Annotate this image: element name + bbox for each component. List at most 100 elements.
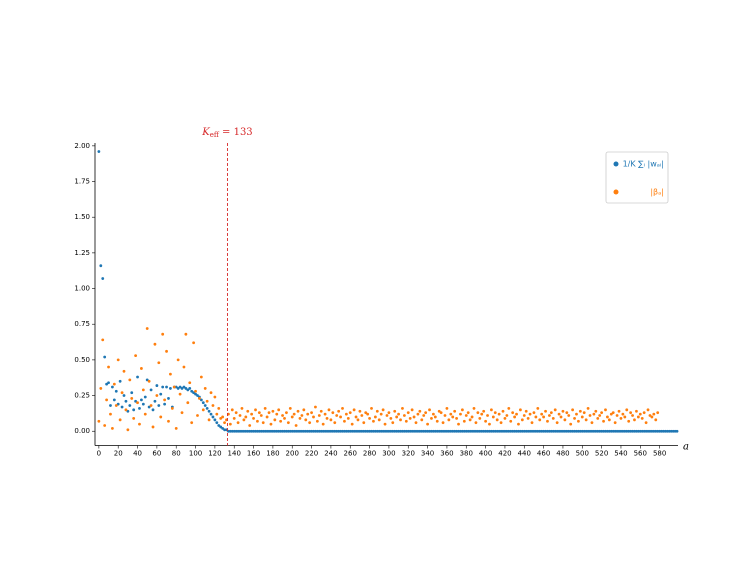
point — [410, 408, 414, 412]
point — [447, 418, 451, 422]
point — [281, 414, 284, 417]
point — [180, 411, 184, 415]
point — [194, 389, 197, 393]
point — [362, 421, 366, 425]
point — [161, 332, 165, 336]
point — [577, 429, 580, 433]
point — [578, 409, 582, 413]
point — [269, 429, 273, 433]
point — [472, 429, 476, 433]
point — [559, 429, 563, 433]
point — [114, 389, 118, 393]
point — [159, 392, 163, 396]
point — [319, 429, 323, 433]
point — [213, 418, 217, 422]
point — [151, 408, 155, 412]
point — [325, 429, 329, 433]
point — [534, 415, 538, 419]
point — [638, 412, 642, 416]
point — [143, 412, 147, 416]
point — [464, 414, 468, 417]
point — [555, 421, 559, 425]
point — [364, 429, 368, 433]
x-tick-label: 80 — [172, 450, 181, 458]
point — [112, 398, 116, 402]
point — [265, 415, 269, 419]
point — [592, 412, 596, 416]
point — [217, 407, 221, 410]
legend-marker — [613, 189, 619, 195]
point — [515, 429, 518, 433]
point — [271, 429, 275, 433]
point — [240, 407, 244, 410]
point — [459, 429, 462, 433]
point — [406, 411, 410, 415]
point — [607, 429, 611, 433]
point — [230, 408, 234, 412]
point — [159, 415, 163, 419]
point — [431, 412, 435, 416]
point — [250, 429, 254, 433]
x-tick-label: 160 — [247, 450, 260, 458]
point — [132, 408, 136, 412]
point — [671, 429, 675, 433]
point — [335, 429, 339, 433]
point — [310, 429, 313, 433]
point — [321, 429, 325, 433]
point — [511, 429, 515, 433]
point — [402, 414, 406, 417]
point — [660, 429, 663, 433]
point — [658, 429, 662, 433]
point — [600, 429, 604, 433]
point — [140, 367, 143, 370]
point — [418, 429, 422, 433]
point — [238, 414, 242, 417]
point — [644, 429, 648, 433]
point — [412, 429, 416, 433]
point — [364, 411, 368, 415]
point — [315, 429, 319, 433]
x-tick-label: 380 — [460, 450, 473, 458]
x-tick-label: 180 — [266, 450, 279, 458]
point — [435, 419, 439, 423]
point — [111, 426, 114, 430]
point — [441, 429, 445, 433]
point — [256, 429, 259, 433]
point — [165, 385, 168, 389]
point — [120, 405, 124, 409]
point — [515, 412, 518, 416]
point — [416, 429, 420, 433]
point — [141, 402, 145, 406]
point — [97, 419, 101, 423]
point — [546, 419, 549, 423]
y-tick-label: 1.50 — [74, 213, 90, 221]
point — [234, 429, 238, 433]
point — [613, 429, 617, 433]
point — [109, 412, 112, 416]
reference-label: Keff = 133 — [201, 127, 252, 140]
point — [370, 407, 373, 410]
point — [418, 409, 422, 413]
point — [503, 416, 507, 420]
point — [252, 416, 255, 420]
point — [636, 415, 640, 419]
point — [379, 429, 383, 433]
point — [343, 419, 346, 423]
point — [344, 429, 348, 433]
point — [565, 411, 569, 415]
point — [557, 412, 561, 416]
point — [437, 429, 441, 433]
point — [205, 399, 209, 403]
point — [238, 429, 242, 433]
y-tick-label: 0.50 — [74, 356, 90, 364]
point — [203, 404, 207, 407]
point — [290, 415, 294, 419]
point — [604, 408, 607, 412]
point — [412, 415, 416, 419]
point — [387, 429, 391, 433]
point — [246, 409, 250, 413]
point — [323, 412, 327, 416]
point — [157, 361, 161, 365]
point — [221, 426, 225, 430]
point — [327, 429, 331, 433]
